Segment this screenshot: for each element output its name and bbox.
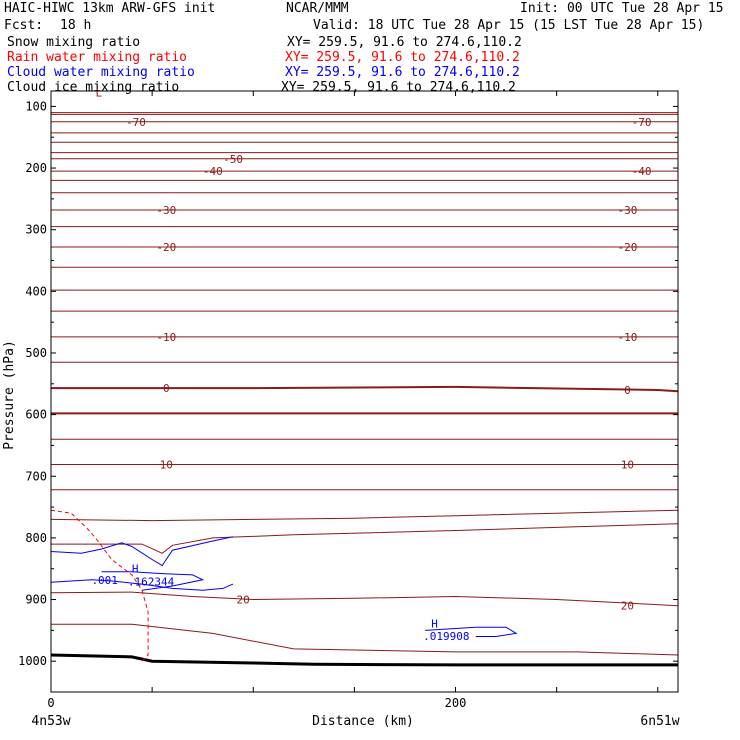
y-tick-label: 700 [25,469,47,483]
y-tick-label: 100 [25,99,47,113]
contour-label: -20 [617,241,637,254]
field-xy-cloud-water: XY= 259.5, 91.6 to 274.6,110.2 [285,65,520,80]
contour-label: -40 [632,165,652,178]
chart-annotation: H [431,617,438,630]
model-title: HAIC-HIWC 13km ARW-GFS init [4,1,216,16]
chart-annotation: L [95,87,102,100]
fcst-label: Fcst: [4,18,44,33]
x-right-location: 6n51w [640,714,679,729]
temperature-contour [50,509,679,522]
chart-annotation: .162344 [128,575,175,588]
cloud-water-contour [50,536,234,567]
x-tick-label: 200 [445,696,467,710]
y-tick-label: 300 [25,223,47,237]
contour-label: 0 [624,384,631,397]
cloud-water-contour [50,579,234,591]
contour-label: 10 [621,459,634,472]
contour-label: -30 [156,204,176,217]
contour-label: 10 [160,459,173,472]
contour-layer: -70 -70-50-40 -40-30 -30-20 -20-10 -100 010 102… [50,87,679,667]
contour-label: -20 [156,241,176,254]
temperature-contour [50,591,679,607]
x-left-location: 4n53w [31,714,70,729]
contour-label: 0 [163,382,170,395]
x-tick-label: 0 [47,696,54,710]
rain-contour [50,509,149,662]
valid-time: Valid: 18 UTC Tue 28 Apr 15 (15 LST Tue … [313,18,705,33]
cloud-water-contour [425,626,518,637]
y-tick-label: 500 [25,346,47,360]
x-axis-label: Distance (km) [312,714,414,729]
y-tick-label: 1000 [18,654,47,668]
fcst-value: 18 h [60,18,92,33]
y-tick-label: 400 [25,284,47,298]
temperature-contour [51,523,679,554]
contour-label: -40 [203,165,223,178]
contour-label: -50 [223,153,243,166]
field-name-rain: Rain water mixing ratio [7,50,188,65]
contour-label: -10 [617,331,637,344]
contour-label: -10 [156,331,176,344]
cloud-contour-label: .001 [91,574,118,587]
temperature-contour [51,623,679,656]
contour-label: -70 [632,116,652,129]
cloud-water-contour [101,571,205,591]
y-axis-label: Pressure (hPa) [2,340,17,450]
field-name-cloud-water: Cloud water mixing ratio [7,65,195,80]
temperature-contour [51,385,679,393]
terrain-line [50,653,678,667]
chart-annotation: .019908 [423,630,469,643]
org-label: NCAR/MMM [286,1,349,16]
field-name-snow: Snow mixing ratio [7,35,141,50]
contour-label: 20 [621,600,634,613]
contour-label: 20 [237,594,250,607]
field-xy-snow: XY= 259.5, 91.6 to 274.6,110.2 [287,35,522,50]
contour-label: -70 [126,116,146,129]
contour-label: -30 [617,204,637,217]
plot-frame [50,90,679,693]
field-xy-rain: XY= 259.5, 91.6 to 274.6,110.2 [285,50,520,65]
y-tick-label: 800 [25,531,47,545]
chart-annotation: H [132,562,139,575]
init-time: Init: 00 UTC Tue 28 Apr 15 [520,1,724,16]
y-tick-label: 900 [25,593,47,607]
y-tick-label: 200 [25,161,47,175]
y-tick-label: 600 [25,408,47,422]
